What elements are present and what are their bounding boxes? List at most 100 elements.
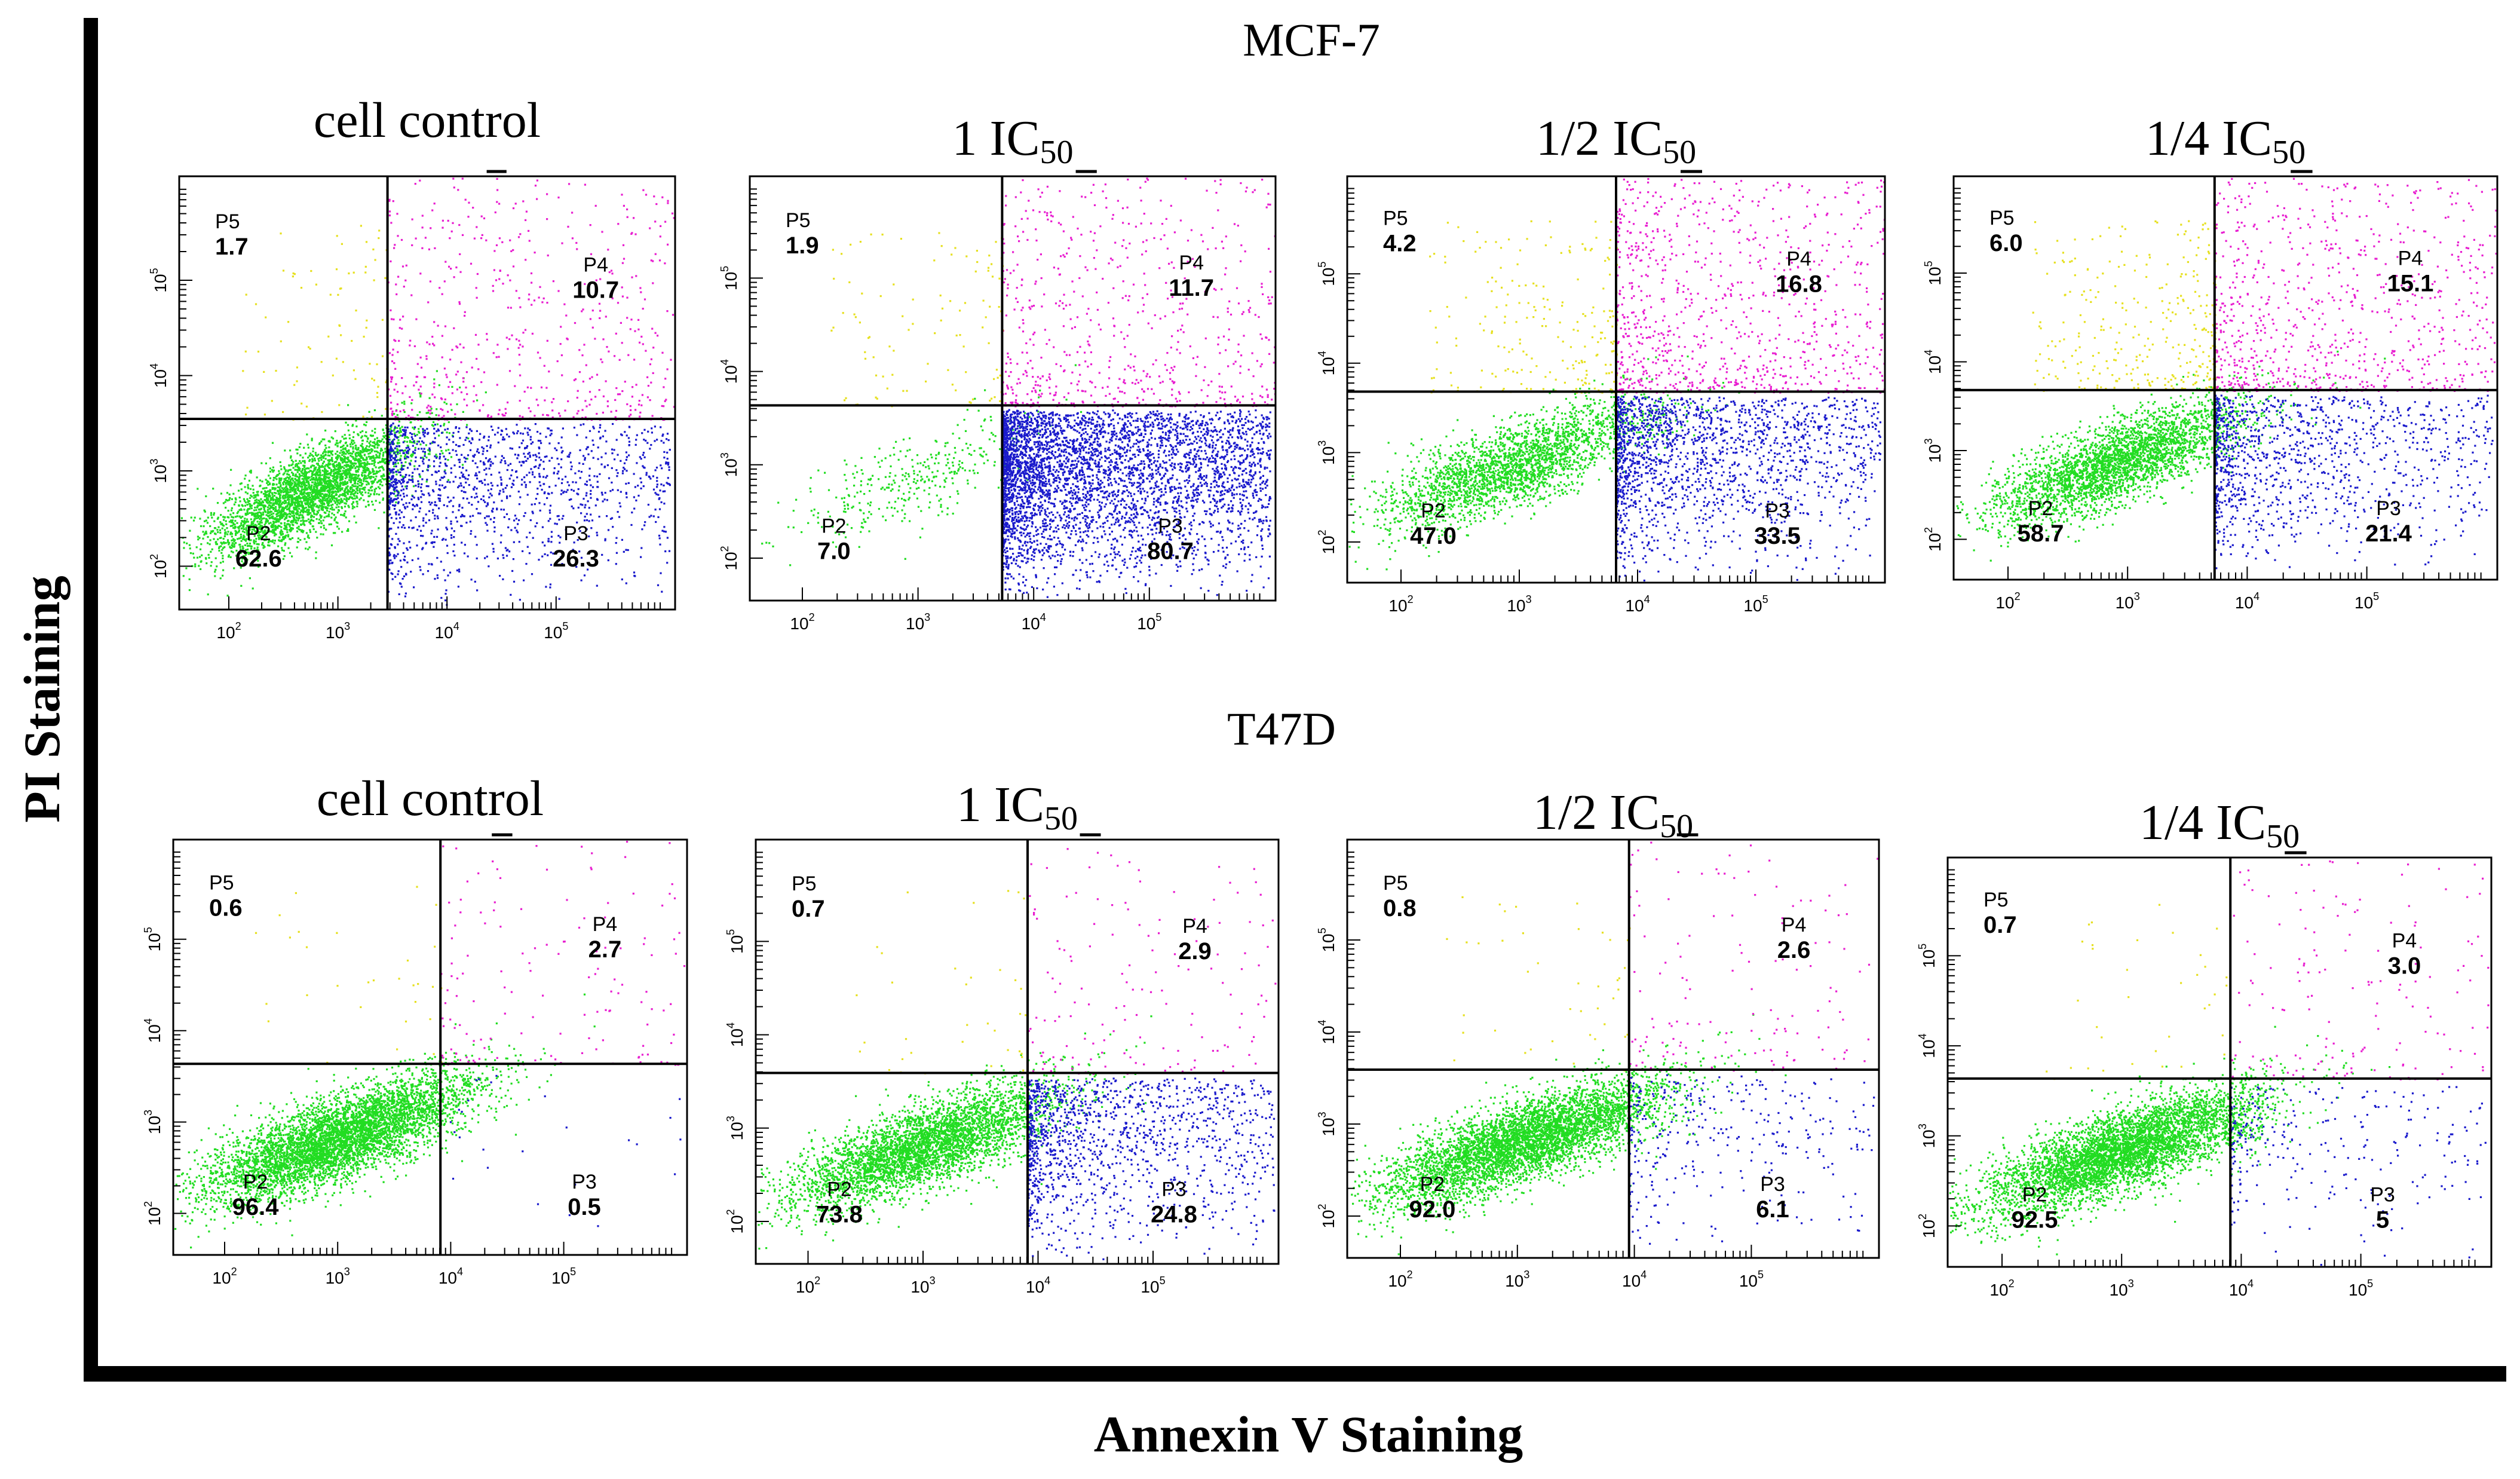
- y-tick-label: 103: [1923, 438, 1944, 463]
- quadrant-value-p5: 0.7: [1983, 912, 2017, 938]
- y-tick-exponent: 5: [1316, 262, 1328, 268]
- p5-points: [2046, 904, 2228, 1080]
- x-tick-label: 103: [2116, 590, 2140, 612]
- p4-points: [387, 177, 675, 421]
- y-tick-exponent: 5: [1917, 944, 1929, 950]
- panel-title-2: 1 IC50: [952, 111, 1074, 170]
- panel-title-text: 1 IC: [957, 777, 1044, 832]
- x-tick-exponent: 4: [1044, 1275, 1050, 1287]
- panel-title-subscript: 50: [2272, 134, 2306, 171]
- p4-points: [2214, 177, 2497, 392]
- p4-points: [1629, 841, 1879, 1072]
- plot-frame: [749, 175, 1277, 602]
- y-tick-label: 102: [1316, 1204, 1338, 1228]
- panel-title-7: 1/2 IC50: [1533, 788, 1693, 844]
- x-tick-exponent: 4: [2254, 590, 2260, 602]
- p5-points: [856, 890, 1029, 1074]
- scatter-points: [758, 848, 1277, 1260]
- y-tick-label: 102: [142, 1201, 164, 1226]
- quadrant-value-p2: 7.0: [817, 538, 851, 564]
- facs-panel-8: 102 102 103 103 104 104 105 105 P50.7 P43.0 P292.5…: [1917, 851, 2493, 1299]
- x-tick-label: 102: [1995, 590, 2020, 612]
- x-tick-label: 104: [439, 1266, 463, 1287]
- panel-title-text: 1/4 IC: [2139, 795, 2266, 850]
- x-tick-label: 102: [1388, 593, 1413, 615]
- quadrant-value-p4: 11.7: [1169, 275, 1214, 301]
- x-tick-exponent: 3: [930, 1275, 936, 1287]
- quadrant-value-p3: 33.5: [1754, 523, 1801, 549]
- y-tick-exponent: 4: [719, 359, 731, 365]
- x-tick-exponent: 5: [2367, 1278, 2373, 1290]
- y-tick-exponent: 3: [1923, 438, 1935, 444]
- p2-points: [1348, 355, 1740, 571]
- panel-title-1: cell control: [314, 96, 541, 146]
- y-tick-exponent: 3: [1316, 440, 1328, 446]
- quadrant-value-p3: 5: [2376, 1207, 2389, 1233]
- quadrant-label-p4: P4: [2392, 930, 2417, 953]
- quadrant-value-p3: 6.1: [1756, 1196, 1789, 1223]
- x-tick-label: 102: [790, 611, 814, 633]
- quadrant-value-p3: 26.3: [553, 546, 599, 572]
- plot-frame: [755, 838, 1280, 1265]
- x-tick-label: 105: [544, 620, 568, 642]
- x-tick-label: 103: [2110, 1278, 2134, 1299]
- x-tick-exponent: 5: [1758, 1269, 1764, 1281]
- panel-title-text: 1 IC: [952, 111, 1040, 166]
- quadrant-label-p4: P4: [1179, 252, 1204, 274]
- quadrant-label-p2: P2: [1420, 1173, 1445, 1196]
- x-tick-label: 105: [2355, 590, 2379, 612]
- y-tick-exponent: 5: [148, 268, 160, 274]
- x-tick-exponent: 4: [457, 1266, 463, 1278]
- quadrant-value-p2: 96.4: [232, 1194, 280, 1220]
- quadrant-value-p3: 80.7: [1147, 538, 1194, 564]
- y-tick-exponent: 4: [1316, 351, 1328, 357]
- facs-panel-5: 102 102 103 103 104 104 105 105 P50.6 P42.7 P296.4…: [142, 833, 688, 1287]
- quadrant-label-p2: P2: [827, 1178, 852, 1201]
- y-tick-exponent: 3: [142, 1110, 154, 1116]
- quadrant-label-p3: P3: [2370, 1183, 2395, 1206]
- quadrant-label-p5: P5: [1383, 872, 1408, 895]
- row-title-mcf7: MCF-7: [1243, 13, 1380, 67]
- outer-x-axis: [84, 1366, 2506, 1382]
- plot-frame: [1952, 175, 2498, 581]
- p2-points: [761, 364, 1083, 567]
- quadrant-label-p3: P3: [1760, 1173, 1785, 1196]
- y-tick-label: 104: [1923, 350, 1944, 374]
- quadrant-label-p4: P4: [1182, 915, 1207, 938]
- x-tick-label: 104: [435, 620, 459, 642]
- y-tick-exponent: 5: [1923, 261, 1935, 267]
- facs-panel-7: 102 102 103 103 104 104 105 105 P50.8 P42.6 P292.0…: [1316, 833, 1880, 1290]
- x-tick-label: 103: [1505, 1269, 1529, 1290]
- quadrant-label-p5: P5: [1383, 207, 1408, 230]
- y-tick-label: 103: [1917, 1123, 1938, 1148]
- quadrant-label-p5: P5: [215, 210, 240, 233]
- x-tick-exponent: 2: [809, 611, 815, 623]
- y-tick-exponent: 4: [1917, 1034, 1929, 1040]
- x-tick-label: 104: [1625, 593, 1650, 615]
- quadrant-label-p5: P5: [792, 872, 817, 895]
- p3-points: [1616, 396, 1881, 582]
- quadrant-label-p2: P2: [1421, 500, 1446, 522]
- quadrant-label-p4: P4: [1786, 248, 1811, 271]
- x-tick-label: 105: [2349, 1278, 2373, 1299]
- tick-marks: [179, 188, 661, 610]
- y-tick-label: 102: [148, 554, 170, 578]
- x-tick-exponent: 2: [2015, 590, 2021, 602]
- y-axis-title: PI Staining: [12, 575, 72, 822]
- quadrant-value-p3: 24.8: [1151, 1201, 1197, 1227]
- y-tick-label: 103: [725, 1116, 746, 1140]
- x-tick-exponent: 2: [814, 1275, 820, 1287]
- x-tick-label: 103: [910, 1275, 935, 1296]
- quadrant-value-p2: 92.5: [2012, 1207, 2058, 1233]
- y-tick-label: 103: [142, 1110, 164, 1134]
- quadrant-value-p5: 0.6: [209, 895, 243, 921]
- y-tick-exponent: 2: [1316, 1204, 1328, 1209]
- x-tick-label: 102: [1989, 1278, 2014, 1299]
- p2-points: [180, 370, 487, 597]
- quadrant-label-p3: P3: [572, 1171, 597, 1193]
- panel-title-8: 1/4 IC50: [2139, 795, 2300, 854]
- x-axis-title: Annexin V Staining: [1094, 1404, 1523, 1464]
- quadrant-label-p4: P4: [593, 913, 618, 936]
- x-tick-exponent: 3: [344, 620, 350, 632]
